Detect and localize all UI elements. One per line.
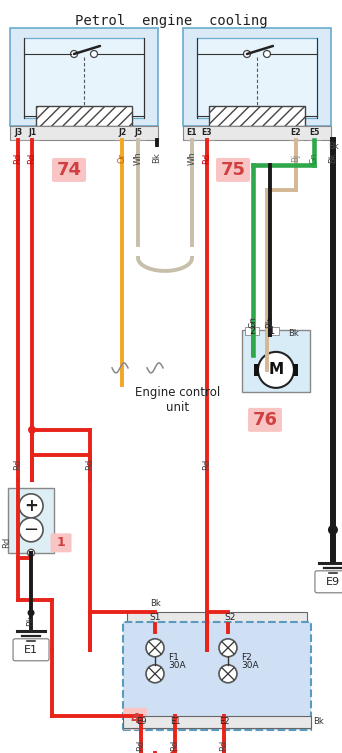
Text: 2: 2	[249, 326, 255, 336]
Text: F1: F1	[168, 654, 179, 663]
Text: J2: J2	[118, 129, 126, 138]
Text: Rd: Rd	[14, 152, 23, 163]
Bar	[10, 126, 158, 140]
Bar	[242, 330, 310, 392]
Circle shape	[258, 352, 294, 388]
Text: Rd: Rd	[86, 459, 94, 471]
Text: Rd: Rd	[2, 537, 12, 548]
Circle shape	[19, 494, 43, 518]
Text: Gn: Gn	[249, 316, 258, 328]
Bar	[209, 106, 305, 126]
Bar	[183, 28, 331, 126]
Text: Gn: Gn	[310, 152, 318, 164]
Circle shape	[263, 50, 271, 57]
Text: Bk: Bk	[313, 718, 324, 727]
Text: Bk: Bk	[329, 142, 339, 151]
Text: M: M	[268, 362, 284, 377]
Text: −: −	[24, 521, 39, 539]
Bar	[123, 622, 311, 730]
Bar	[36, 106, 132, 126]
Bar	[123, 716, 311, 727]
Text: Rd: Rd	[202, 152, 211, 163]
Text: 1: 1	[57, 536, 65, 550]
Text: 30A: 30A	[241, 661, 259, 670]
Circle shape	[91, 50, 97, 57]
Text: 4: 4	[130, 712, 140, 726]
Text: 74: 74	[56, 161, 81, 179]
Text: Bj: Bj	[291, 154, 301, 162]
Text: 30A: 30A	[168, 661, 186, 670]
Text: J3: J3	[14, 129, 22, 138]
FancyBboxPatch shape	[13, 639, 49, 661]
Text: Rd: Rd	[171, 740, 180, 751]
Bar	[183, 126, 331, 140]
Text: Bk: Bk	[328, 153, 338, 163]
Bar	[127, 611, 307, 623]
Text: S2: S2	[224, 613, 236, 622]
Text: Rd: Rd	[202, 459, 211, 471]
Text: Or: Or	[118, 153, 127, 163]
Text: E2: E2	[219, 718, 229, 727]
Text: Engine control
unit: Engine control unit	[135, 386, 221, 414]
Circle shape	[70, 50, 78, 57]
Text: Bk: Bk	[265, 317, 275, 328]
Bar	[24, 38, 144, 118]
Text: Petrol  engine  cooling: Petrol engine cooling	[75, 14, 267, 28]
Text: Bk: Bk	[27, 615, 36, 626]
Text: J5: J5	[134, 129, 142, 138]
FancyBboxPatch shape	[51, 533, 71, 553]
Text: E9: E9	[326, 577, 340, 587]
FancyBboxPatch shape	[248, 408, 282, 432]
Text: 75: 75	[221, 161, 246, 179]
Text: Bk: Bk	[153, 153, 161, 163]
Circle shape	[28, 609, 35, 616]
Circle shape	[146, 665, 164, 683]
Circle shape	[219, 639, 237, 657]
FancyBboxPatch shape	[52, 158, 86, 182]
Bar	[245, 327, 259, 335]
Text: E5: E5	[309, 129, 319, 138]
Circle shape	[244, 50, 250, 57]
Text: 1: 1	[269, 326, 275, 336]
FancyBboxPatch shape	[315, 571, 342, 593]
Bar	[254, 364, 259, 376]
Text: Wh: Wh	[133, 151, 143, 165]
Text: E2: E2	[291, 129, 301, 138]
Text: E3: E3	[202, 129, 212, 138]
Text: +: +	[24, 497, 38, 515]
Text: Wh: Wh	[187, 151, 197, 165]
Bar	[8, 488, 54, 553]
Text: E9: E9	[136, 718, 146, 727]
Text: Rd: Rd	[220, 740, 228, 751]
FancyBboxPatch shape	[216, 158, 250, 182]
Bar	[265, 327, 279, 335]
Circle shape	[19, 518, 43, 542]
FancyBboxPatch shape	[123, 708, 147, 730]
Text: E1: E1	[24, 645, 38, 655]
Text: J1: J1	[28, 129, 36, 138]
Circle shape	[328, 525, 338, 535]
Bar	[293, 364, 298, 376]
Text: Rd: Rd	[28, 152, 37, 163]
Text: Bk: Bk	[288, 329, 299, 338]
Text: E1: E1	[170, 718, 180, 727]
Bar	[10, 28, 158, 126]
Text: S1: S1	[149, 613, 161, 622]
Text: Rd: Rd	[14, 459, 23, 471]
Circle shape	[146, 639, 164, 657]
Text: Rd: Rd	[136, 740, 145, 751]
Text: E1: E1	[187, 129, 197, 138]
Text: F2: F2	[241, 654, 252, 663]
Circle shape	[28, 426, 36, 434]
Text: Bk: Bk	[150, 599, 160, 608]
Circle shape	[28, 550, 35, 556]
Text: 76: 76	[252, 411, 277, 429]
Circle shape	[219, 665, 237, 683]
Bar	[197, 38, 317, 118]
